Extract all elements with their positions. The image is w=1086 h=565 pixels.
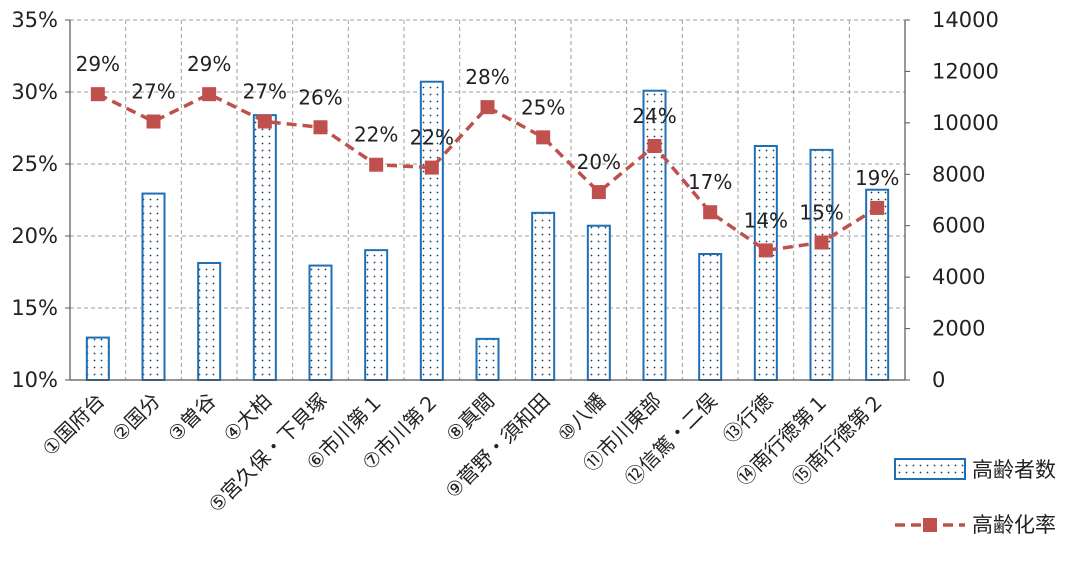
bar (364, 249, 389, 381)
rate-data-label: 24% (632, 104, 676, 128)
rate-marker (369, 157, 384, 172)
y-right-tick-label: 14000 (932, 8, 999, 32)
y-left-tick-label: 10% (11, 368, 58, 392)
bar (308, 264, 333, 382)
category-label: ③曽谷 (163, 389, 221, 447)
bar (531, 211, 556, 381)
rate-data-label: 29% (76, 52, 120, 76)
y-right-tick-label: 2000 (932, 317, 985, 341)
rate-data-label: 29% (187, 52, 231, 76)
rate-marker (90, 87, 105, 102)
rate-marker (814, 235, 829, 250)
legend-swatch-marker (923, 518, 937, 532)
legend-label-line: 高齢化率 (972, 513, 1056, 537)
rate-line (97, 92, 879, 253)
rate-marker (703, 205, 718, 220)
rate-marker (257, 114, 272, 129)
rate-data-label: 17% (688, 170, 732, 194)
rate-marker (480, 100, 495, 115)
y-right-tick-label: 4000 (932, 265, 985, 289)
rate-data-label: 27% (243, 80, 287, 104)
rate-marker (758, 243, 773, 258)
rate-data-label: 28% (465, 65, 509, 89)
legend-swatch-bar (894, 458, 966, 480)
rate-marker (202, 87, 217, 102)
bar (698, 253, 723, 381)
rate-marker (146, 114, 161, 129)
legend: 高齢者数 高齢化率 (894, 458, 1056, 537)
rate-marker (424, 160, 439, 175)
rate-data-label: 27% (131, 80, 175, 104)
rate-data-label: 14% (744, 208, 788, 232)
bar (252, 114, 277, 382)
category-label: ②国分 (107, 389, 165, 447)
y-left-tick-label: 15% (11, 296, 58, 320)
bar (753, 145, 778, 381)
rate-data-label: 22% (410, 126, 454, 150)
y-right-tick-label: 0 (932, 368, 945, 392)
y-right-tick-label: 12000 (932, 59, 999, 83)
rate-data-label: 22% (354, 123, 398, 147)
bar (865, 188, 890, 381)
bar (586, 224, 611, 381)
bar (809, 148, 834, 381)
y-right-tick-label: 6000 (932, 214, 985, 238)
rate-marker (536, 130, 551, 145)
line-series (90, 87, 885, 258)
y-left-tick-label: 20% (11, 224, 58, 248)
legend-label-bar: 高齢者数 (972, 458, 1056, 482)
rate-marker (870, 200, 885, 215)
rate-marker (591, 185, 606, 200)
bar (642, 89, 667, 381)
y-left-tick-label: 35% (11, 8, 58, 32)
rate-marker (313, 120, 328, 135)
category-label: ①国府台 (37, 389, 109, 461)
y-left-tick-label: 25% (11, 152, 58, 176)
bar (197, 262, 222, 381)
y-right-tick-label: 8000 (932, 162, 985, 186)
rate-data-label: 19% (855, 166, 899, 190)
bar (141, 192, 166, 381)
rate-data-label: 26% (298, 85, 342, 109)
rate-data-label: 20% (577, 150, 621, 174)
y-right-tick-label: 10000 (932, 111, 999, 135)
rate-data-label: 25% (521, 95, 565, 119)
rate-data-label: 15% (799, 200, 843, 224)
bar (475, 337, 500, 382)
y-left-tick-label: 30% (11, 80, 58, 104)
data-labels: 29% 27% 29% 27% 26% 22% 22% 28% 25% 20% 24% 17% 14% 1… (76, 52, 900, 232)
rate-marker (647, 139, 662, 153)
bar (85, 336, 110, 382)
bar-series (85, 80, 890, 382)
